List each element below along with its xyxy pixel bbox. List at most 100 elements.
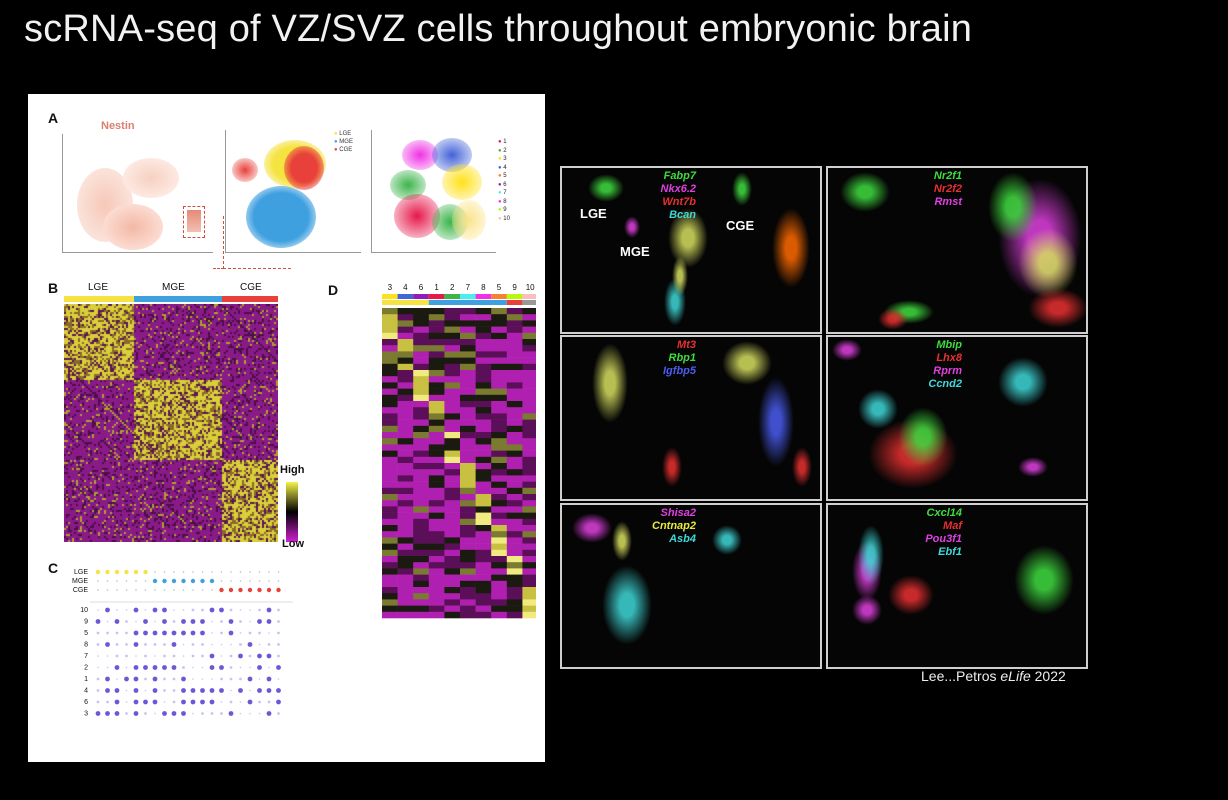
d-cell (475, 382, 492, 389)
d-cell (491, 574, 508, 582)
dot (257, 653, 262, 659)
d-cell (506, 394, 523, 402)
d-cell (460, 332, 476, 340)
d-cell (491, 599, 508, 606)
d-cell (475, 345, 492, 352)
dot (211, 643, 213, 646)
d-cell (506, 401, 523, 408)
d-cell (444, 370, 461, 377)
dot (115, 654, 119, 658)
dot (238, 688, 243, 693)
dot (144, 609, 147, 611)
dot (152, 688, 158, 693)
dot (143, 569, 148, 575)
dot (201, 666, 204, 669)
d-cell (460, 351, 476, 358)
d-cell (413, 438, 430, 445)
signal-blob (602, 565, 652, 645)
d-cell (522, 314, 536, 321)
d-cell (475, 487, 492, 495)
dot (229, 654, 233, 658)
d-cell (475, 351, 492, 358)
d-cell (475, 401, 492, 408)
dot (249, 580, 251, 582)
d-cell (475, 543, 492, 551)
d-cell (382, 512, 398, 520)
d-cell (382, 543, 398, 551)
dot (266, 676, 272, 682)
dot (192, 678, 194, 680)
d-cell (491, 332, 508, 340)
d-cell (475, 419, 492, 427)
d-cell (460, 363, 476, 371)
d-cell (444, 593, 461, 600)
dot (106, 631, 109, 635)
d-cell (475, 605, 492, 613)
dot (133, 630, 139, 636)
region-legend: ● LGE ● MGE ● CGE (334, 131, 353, 153)
dot (238, 587, 243, 593)
d-cell (522, 407, 536, 414)
dot (190, 699, 196, 705)
d-cell (491, 345, 508, 352)
d-cell (382, 475, 398, 482)
signal-blob (792, 447, 812, 487)
d-cell (444, 531, 461, 538)
d-cell (444, 568, 461, 575)
d-cell (522, 388, 536, 396)
d-cell (444, 463, 461, 470)
dot (171, 665, 177, 670)
d-cell (397, 357, 414, 365)
signal-blob (1014, 545, 1074, 615)
d-cell (413, 525, 430, 532)
dot (96, 631, 100, 635)
d-cell (382, 357, 398, 365)
cluster-legend-item: ● 6 (498, 181, 507, 188)
dot (171, 578, 177, 584)
dot (143, 665, 148, 670)
d-cell (444, 394, 461, 402)
d-cell (475, 537, 492, 544)
d-cell (491, 326, 508, 334)
d-cell (506, 425, 523, 433)
d-cell (397, 308, 414, 315)
dot (116, 609, 118, 611)
dot (105, 676, 110, 682)
d-cluster-bar (382, 294, 398, 299)
d-cell (428, 357, 445, 365)
d-cell (397, 376, 414, 383)
dot (209, 699, 215, 705)
d-cell (444, 506, 461, 513)
d-cell (413, 481, 430, 489)
dot-row-label: 5 (84, 630, 88, 637)
d-cell (491, 506, 508, 513)
dot (239, 643, 242, 646)
dot (249, 689, 251, 692)
d-cell (444, 382, 461, 389)
cluster-legend-item: ● 7 (498, 190, 507, 196)
in-situ-panel: Fabp7 Nkx6.2 Wnt7b Bcan LGE MGE CGE (560, 166, 822, 334)
d-cell (382, 456, 398, 464)
dot (181, 711, 186, 716)
d-cell (428, 549, 445, 557)
d-cell (491, 518, 508, 526)
d-cell (460, 587, 476, 594)
d-cell (522, 382, 536, 389)
d-cell (506, 562, 523, 569)
dot (181, 688, 186, 693)
dot (96, 643, 100, 646)
d-cluster-bar (522, 294, 536, 299)
dot (144, 643, 147, 646)
gene-legend: Mt3 Rbp1 Igfbp5 (663, 339, 696, 378)
d-cell (460, 556, 476, 563)
d-region-bar (428, 300, 507, 305)
dot-row-label: 6 (84, 699, 88, 706)
dot (220, 580, 223, 582)
d-cell (413, 413, 430, 420)
dot (105, 569, 110, 575)
d-cell (522, 543, 536, 551)
d-cell (428, 351, 445, 358)
d-cell (460, 525, 476, 532)
dot (135, 589, 137, 591)
d-cell (460, 320, 476, 327)
